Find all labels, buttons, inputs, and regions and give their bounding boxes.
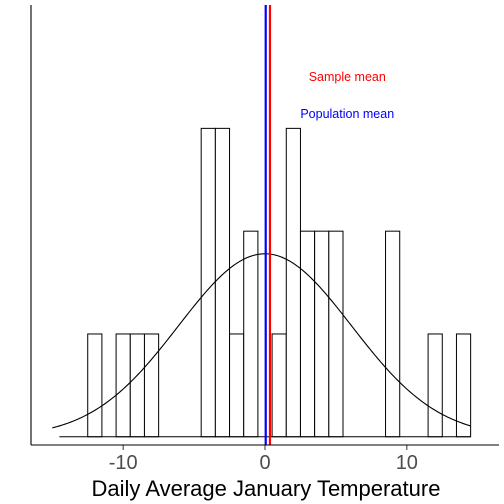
population-mean-label: Population mean	[300, 107, 394, 121]
histogram-bar	[243, 230, 259, 438]
x-axis-title: Daily Average January Temperature	[92, 476, 441, 501]
histogram-bar	[427, 333, 443, 438]
mean-lines	[264, 5, 272, 445]
histogram-bar	[285, 127, 301, 438]
axes	[30, 5, 499, 446]
histogram-bar	[143, 333, 160, 438]
histogram-bar	[115, 333, 131, 438]
histogram-bar	[328, 230, 344, 438]
histogram-bar	[229, 333, 245, 438]
histogram-bar	[271, 333, 287, 438]
x-tick-label: 10	[396, 452, 418, 474]
histogram-bar	[314, 230, 330, 438]
x-ticks: -10 0 10	[109, 445, 418, 474]
normal-density-curve	[52, 253, 471, 429]
x-tick-label: 0	[259, 452, 270, 474]
histogram-bar	[214, 127, 231, 438]
histogram-bars	[87, 127, 472, 438]
histogram-bar	[299, 230, 316, 438]
histogram-bar	[87, 333, 103, 438]
x-tick-label: -10	[109, 452, 138, 474]
histogram-bar	[129, 333, 145, 438]
histogram-bar	[385, 230, 401, 438]
sample-mean-label: Sample mean	[309, 70, 386, 84]
histogram-bar	[200, 127, 216, 438]
